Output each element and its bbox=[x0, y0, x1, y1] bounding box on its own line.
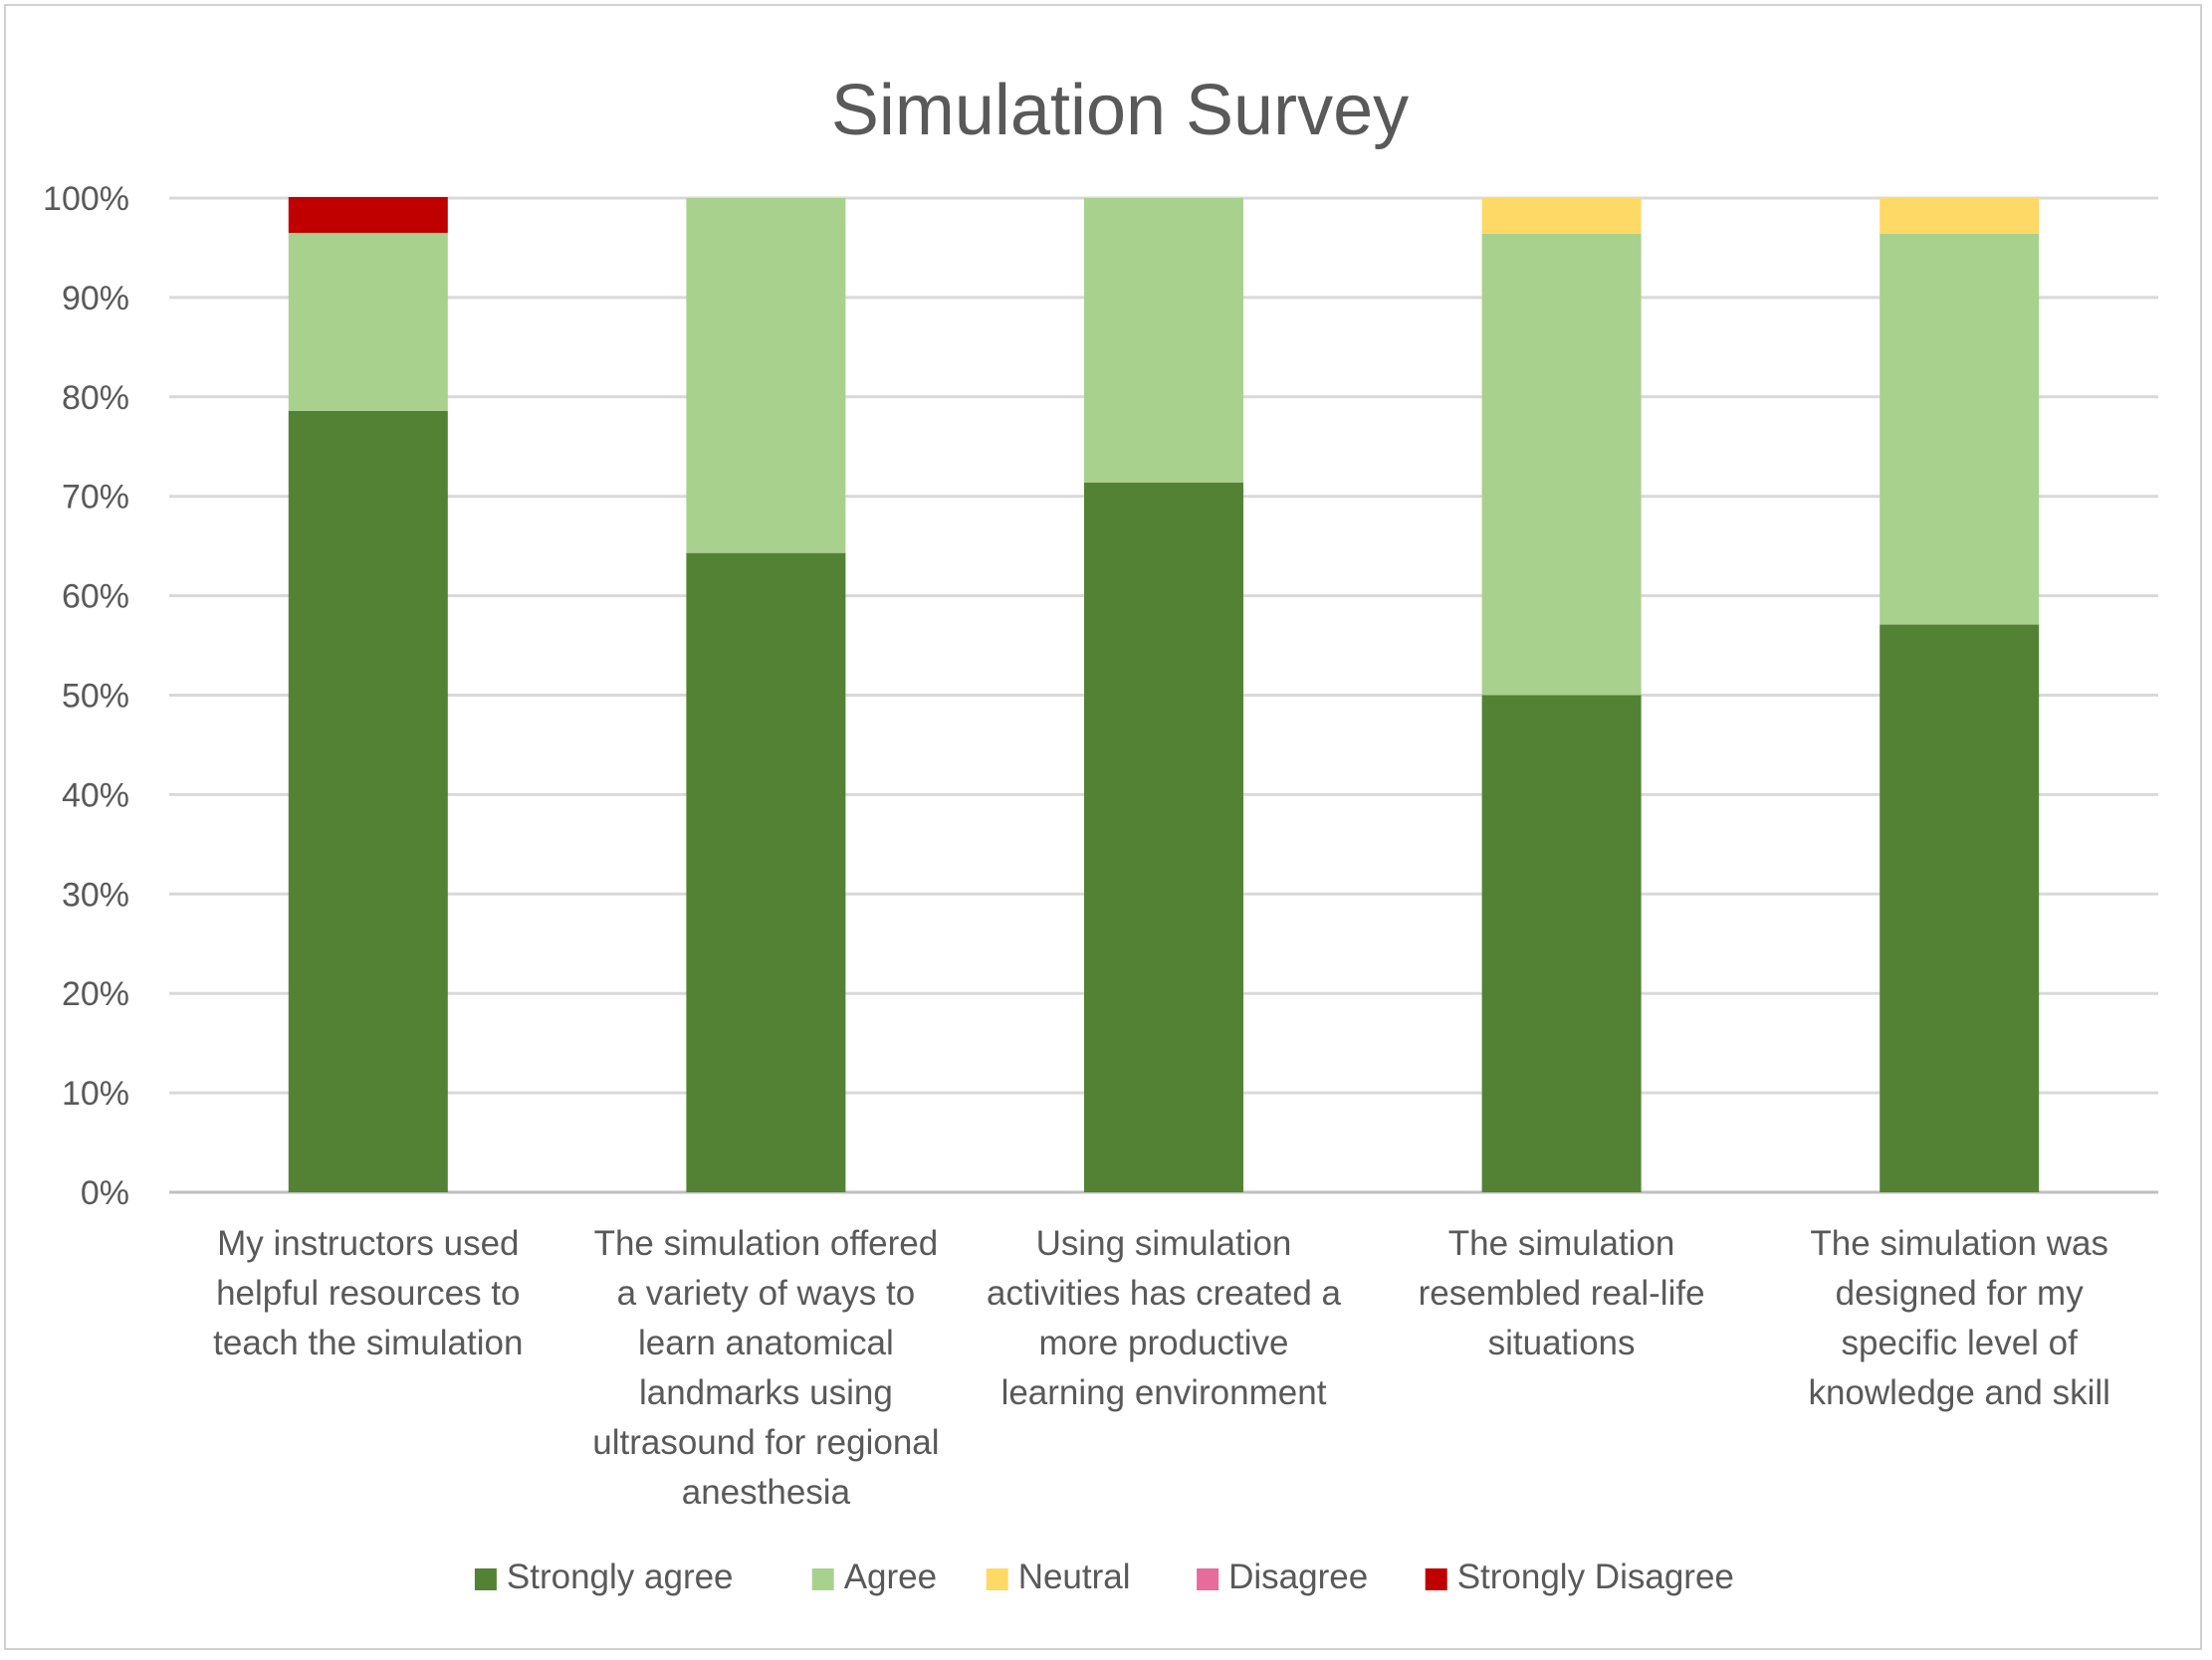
legend-label: Strongly agree bbox=[507, 1557, 734, 1596]
category-label: The simulation offered a variety of ways … bbox=[592, 1224, 939, 1512]
legend-swatch bbox=[1197, 1568, 1219, 1590]
bar-segment bbox=[288, 410, 448, 1192]
bar-segment bbox=[1880, 198, 2040, 234]
axis: 0% 10% 20% 30% 40% 50% 60% 70% 80% 90% 100% bbox=[43, 180, 129, 1212]
y-tick-label: 50% bbox=[62, 678, 129, 716]
legend-swatch bbox=[811, 1568, 834, 1590]
y-tick-label: 20% bbox=[62, 975, 129, 1013]
category-labels: My instructors used helpful resources to t… bbox=[213, 1224, 2110, 1512]
legend-label: Agree bbox=[844, 1557, 937, 1596]
legend-swatch bbox=[1425, 1568, 1447, 1590]
legend-swatch bbox=[986, 1568, 1008, 1590]
legend-label: Strongly Disagree bbox=[1457, 1557, 1734, 1596]
bar-segment bbox=[686, 552, 846, 1192]
y-tick-label: 40% bbox=[62, 776, 129, 814]
chart-frame: Simulation Survey 0% 10% 20% 30% 40% 50% 60% 70… bbox=[4, 4, 2202, 1650]
category-label: The simulation was designed for my specifi… bbox=[1808, 1224, 2110, 1412]
y-tick-label: 10% bbox=[62, 1075, 129, 1113]
bar-segment bbox=[1481, 198, 1642, 234]
bar-segment bbox=[1880, 233, 2040, 625]
bar-segment bbox=[1880, 624, 2040, 1192]
y-tick-label: 70% bbox=[62, 479, 129, 517]
category-label: The simulation resembled real-life situati… bbox=[1419, 1224, 1705, 1362]
y-tick-label: 0% bbox=[81, 1174, 129, 1212]
legend: Strongly agree Agree Neutral Disagree Strong… bbox=[474, 1557, 1734, 1596]
bar-segment bbox=[1084, 198, 1243, 483]
bar-segment bbox=[288, 232, 448, 411]
chart: Simulation Survey 0% 10% 20% 30% 40% 50% 60% 70… bbox=[43, 71, 2158, 1596]
y-tick-label: 30% bbox=[62, 876, 129, 914]
bar-segment bbox=[288, 197, 448, 233]
bar-segment bbox=[1084, 482, 1243, 1192]
category-label: My instructors used helpful resources to t… bbox=[213, 1224, 523, 1362]
bars bbox=[288, 197, 2040, 1192]
bar-segment bbox=[686, 198, 846, 553]
y-tick-label: 90% bbox=[62, 280, 129, 317]
y-tick-label: 80% bbox=[62, 379, 129, 417]
legend-label: Disagree bbox=[1228, 1557, 1368, 1596]
category-label: Using simulation activities has created a… bbox=[987, 1224, 1342, 1412]
bar-segment bbox=[1481, 233, 1642, 696]
chart-title: Simulation Survey bbox=[831, 71, 1409, 150]
legend-swatch bbox=[474, 1568, 497, 1590]
legend-label: Neutral bbox=[1018, 1557, 1131, 1596]
bar-segment bbox=[1481, 695, 1642, 1192]
y-tick-label: 100% bbox=[43, 180, 129, 218]
y-tick-label: 60% bbox=[62, 578, 129, 616]
